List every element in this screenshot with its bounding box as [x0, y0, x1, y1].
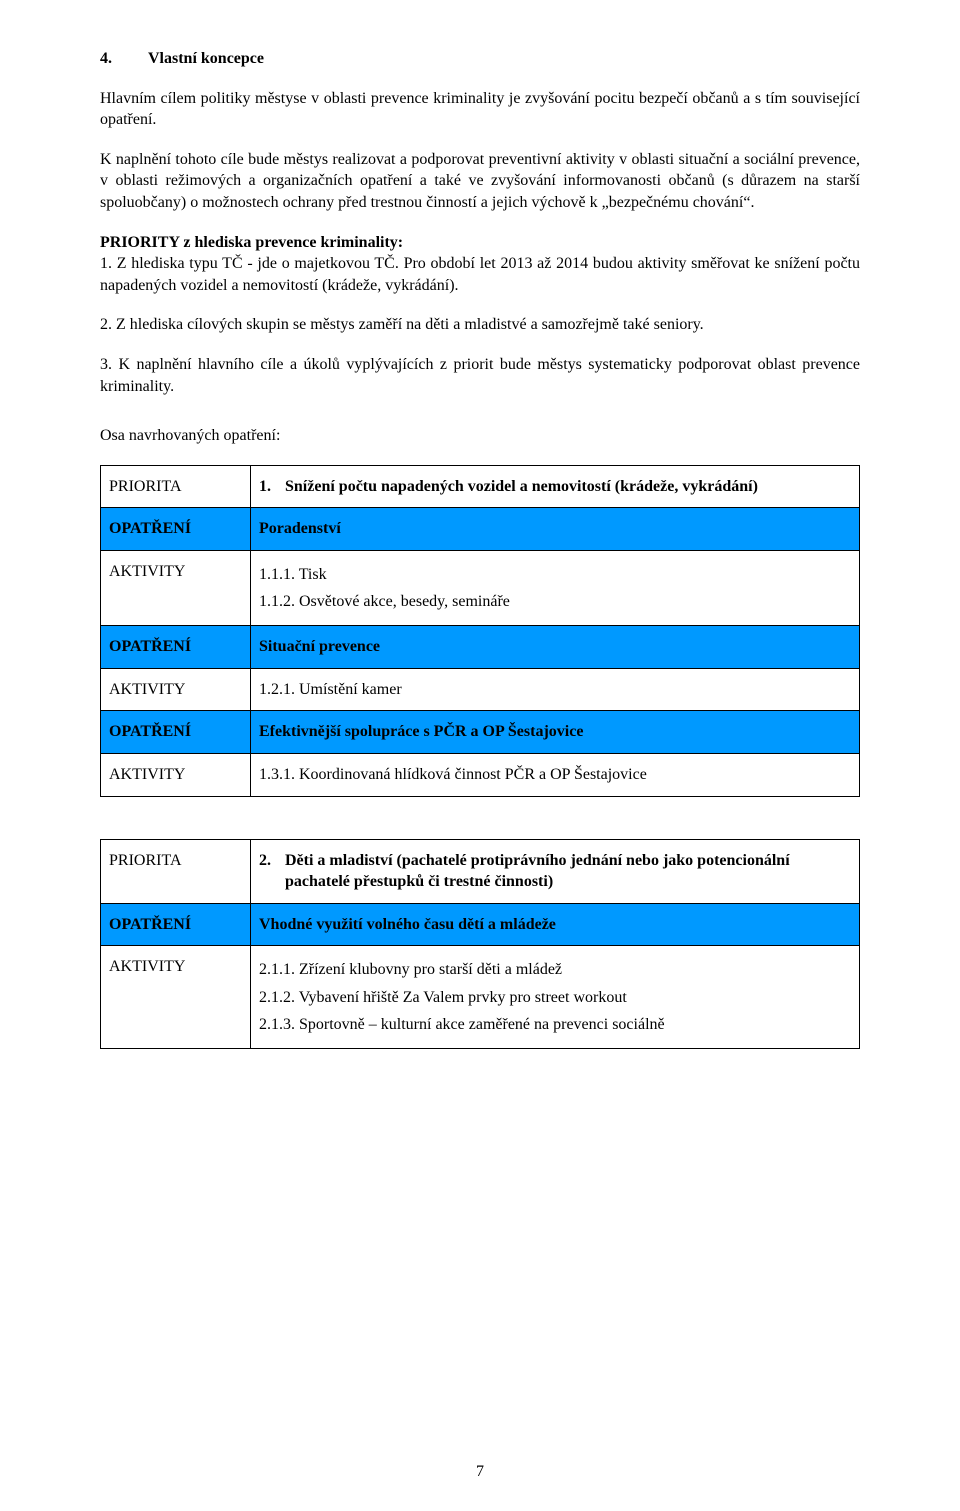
heading-title: Vlastní koncepce [148, 48, 264, 70]
aktivity-cell: 2.1.1. Zřízení klubovny pro starší děti … [251, 946, 860, 1049]
table-row: PRIORITA 2. Děti a mladiství (pachatelé … [101, 839, 860, 903]
label-priorita: PRIORITA [101, 465, 251, 508]
measures-table-1: PRIORITA 1. Snížení počtu napadených voz… [100, 465, 860, 797]
priorities-heading: PRIORITY z hlediska prevence kriminality… [100, 232, 860, 254]
measures-table-2: PRIORITA 2. Děti a mladiství (pachatelé … [100, 839, 860, 1049]
opatreni-value: Poradenství [251, 508, 860, 551]
activity-line: 1.3.1. Koordinovaná hlídková činnost PČR… [259, 764, 851, 786]
label-aktivity: AKTIVITY [101, 946, 251, 1049]
priority-cell: 1. Snížení počtu napadených vozidel a ne… [251, 465, 860, 508]
page: 4. Vlastní koncepce Hlavním cílem politi… [0, 0, 960, 1511]
page-number: 7 [0, 1461, 960, 1483]
priority-number: 2. [259, 850, 285, 893]
activity-line: 1.2.1. Umístění kamer [259, 679, 851, 701]
table-row: AKTIVITY 2.1.1. Zřízení klubovny pro sta… [101, 946, 860, 1049]
table-row: AKTIVITY 1.2.1. Umístění kamer [101, 668, 860, 711]
table-row: OPATŘENÍ Situační prevence [101, 626, 860, 669]
priority-text: Snížení počtu napadených vozidel a nemov… [285, 476, 851, 498]
opatreni-value: Efektivnější spolupráce s PČR a OP Šesta… [251, 711, 860, 754]
section-heading: 4. Vlastní koncepce [100, 48, 860, 70]
activity-line: 1.1.2. Osvětové akce, besedy, semináře [259, 588, 851, 615]
label-priorita: PRIORITA [101, 839, 251, 903]
priority-cell: 2. Děti a mladiství (pachatelé protipráv… [251, 839, 860, 903]
table-row: OPATŘENÍ Vhodné využití volného času dět… [101, 903, 860, 946]
activity-line: 1.1.1. Tisk [259, 561, 851, 588]
osa-label: Osa navrhovaných opatření: [100, 425, 860, 447]
priorities-list: 1. Z hlediska typu TČ - jde o majetkovou… [100, 253, 860, 296]
table-row: PRIORITA 1. Snížení počtu napadených voz… [101, 465, 860, 508]
priority-text: Děti a mladiství (pachatelé protiprávníh… [285, 850, 851, 893]
heading-number: 4. [100, 48, 148, 70]
label-opatreni: OPATŘENÍ [101, 903, 251, 946]
opatreni-value: Vhodné využití volného času dětí a mláde… [251, 903, 860, 946]
aktivity-cell: 1.3.1. Koordinovaná hlídková činnost PČR… [251, 754, 860, 797]
aktivity-cell: 1.1.1. Tisk 1.1.2. Osvětové akce, besedy… [251, 550, 860, 625]
priorities-block: PRIORITY z hlediska prevence kriminality… [100, 232, 860, 297]
label-aktivity: AKTIVITY [101, 550, 251, 625]
activity-line: 2.1.2. Vybavení hřiště Za Valem prvky pr… [259, 984, 851, 1011]
label-opatreni: OPATŘENÍ [101, 508, 251, 551]
priority-item-1: 1. Z hlediska typu TČ - jde o majetkovou… [100, 253, 860, 296]
priority-item-2: 2. Z hlediska cílových skupin se městys … [100, 314, 860, 336]
activity-line: 2.1.3. Sportovně – kulturní akce zaměřen… [259, 1011, 851, 1038]
label-opatreni: OPATŘENÍ [101, 626, 251, 669]
intro-paragraph-2: K naplnění tohoto cíle bude městys reali… [100, 149, 860, 214]
table-row: OPATŘENÍ Efektivnější spolupráce s PČR a… [101, 711, 860, 754]
intro-paragraph: Hlavním cílem politiky městyse v oblasti… [100, 88, 860, 131]
priority-number: 1. [259, 476, 285, 498]
aktivity-cell: 1.2.1. Umístění kamer [251, 668, 860, 711]
activity-line: 2.1.1. Zřízení klubovny pro starší děti … [259, 956, 851, 983]
table-row: OPATŘENÍ Poradenství [101, 508, 860, 551]
label-aktivity: AKTIVITY [101, 754, 251, 797]
label-aktivity: AKTIVITY [101, 668, 251, 711]
table-row: AKTIVITY 1.1.1. Tisk 1.1.2. Osvětové akc… [101, 550, 860, 625]
priority-item-3: 3. K naplnění hlavního cíle a úkolů vypl… [100, 354, 860, 397]
table-row: AKTIVITY 1.3.1. Koordinovaná hlídková či… [101, 754, 860, 797]
label-opatreni: OPATŘENÍ [101, 711, 251, 754]
opatreni-value: Situační prevence [251, 626, 860, 669]
